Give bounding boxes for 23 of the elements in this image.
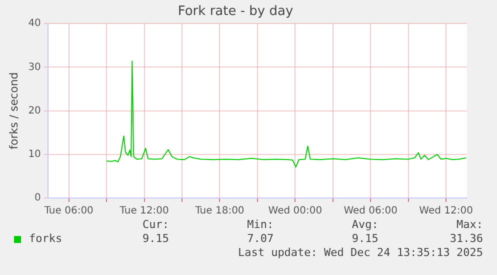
x-tick-label: Tue 06:00 [43,206,94,217]
text: Cur: [142,218,169,232]
chart-title: Fork rate - by day [178,4,294,20]
x-tick-label: Tue 18:00 [194,206,244,217]
x-tick-label: Tue 12:00 [118,206,169,217]
y-tick-label: 10 [28,148,41,160]
text: Avg: [350,218,378,232]
text: 7.07 [246,232,274,246]
x-tick-label: Wed 12:00 [419,206,473,217]
y-tick-label: 0 [34,192,41,204]
x-tick-label: Wed 06:00 [344,206,398,217]
text: 31.36 [448,232,483,246]
y-tick-label: 30 [28,62,41,73]
legend-label: forks [29,232,62,246]
x-tick-label: Wed 00:00 [268,206,322,217]
text: 9.15 [142,232,169,246]
text: Last update: Wed Dec 24 13:35:13 2025 [236,246,484,260]
text: Max: [456,218,483,232]
y-tick-label: 40 [28,18,41,30]
y-tick-label: 20 [28,105,41,116]
y-axis-title: forks / second [7,72,20,150]
text: Min: [246,218,274,232]
text: 9.15 [350,232,378,246]
